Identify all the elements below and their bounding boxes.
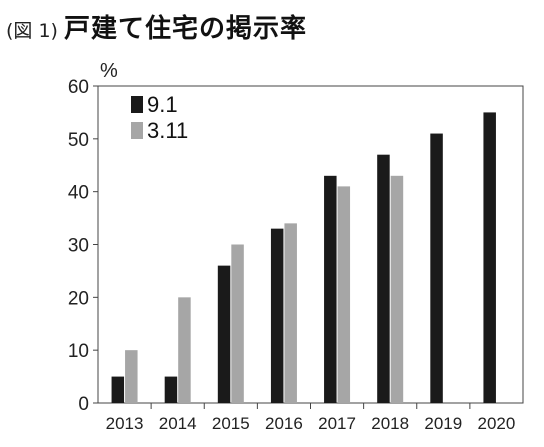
legend-label: 3.11: [147, 118, 188, 143]
y-tick-label: 50: [68, 130, 89, 151]
figure-header: (図 1) 戸建て住宅の掲示率: [6, 8, 307, 48]
legend-swatch: [131, 96, 143, 113]
x-tick-label: 2019: [424, 414, 462, 433]
legend: 9.13.11: [131, 92, 188, 143]
bar-3-11-2016: [284, 223, 297, 403]
y-tick-label: 0: [78, 394, 89, 415]
y-tick-label: 10: [68, 341, 89, 362]
bar-9-1-2016: [270, 228, 284, 403]
y-tick-label: 30: [68, 236, 89, 257]
y-axis: 0 10 20 30 40 50 60: [68, 77, 98, 415]
bar-3-11-2018: [390, 175, 404, 403]
y-axis-unit: %: [100, 60, 118, 82]
bar-3-11-2015: [231, 244, 244, 403]
legend-swatch: [131, 122, 143, 139]
x-tick-label: 2013: [106, 414, 144, 433]
x-tick-label: 2018: [371, 414, 409, 433]
x-tick-label: 2016: [265, 414, 303, 433]
x-axis: 2013 2014 2015 2016 2017 2018 2019 2020: [106, 403, 516, 433]
figure-number: (図 1): [6, 20, 58, 42]
y-tick-label: 40: [68, 183, 89, 204]
y-tick-label: 20: [68, 288, 89, 309]
x-tick-label: 2017: [318, 414, 356, 433]
bar-9-1-2019: [430, 133, 443, 404]
bar-9-1-2020: [483, 112, 496, 404]
bars: [111, 112, 496, 404]
bar-9-1-2015: [217, 265, 231, 403]
figure-title: 戸建て住宅の掲示率: [63, 14, 307, 44]
x-tick-label: 2020: [478, 414, 516, 433]
bar-9-1-2013: [111, 376, 125, 403]
y-tick-label: 60: [68, 77, 89, 98]
bar-9-1-2018: [377, 154, 390, 403]
bar-9-1-2017: [324, 175, 337, 403]
bar-3-11-2013: [125, 350, 138, 403]
bar-3-11-2014: [178, 297, 191, 403]
bar-9-1-2014: [164, 376, 178, 403]
legend-label: 9.1: [147, 92, 178, 117]
bar-3-11-2017: [337, 186, 351, 403]
x-tick-label: 2015: [212, 414, 250, 433]
x-tick-label: 2014: [159, 414, 197, 433]
